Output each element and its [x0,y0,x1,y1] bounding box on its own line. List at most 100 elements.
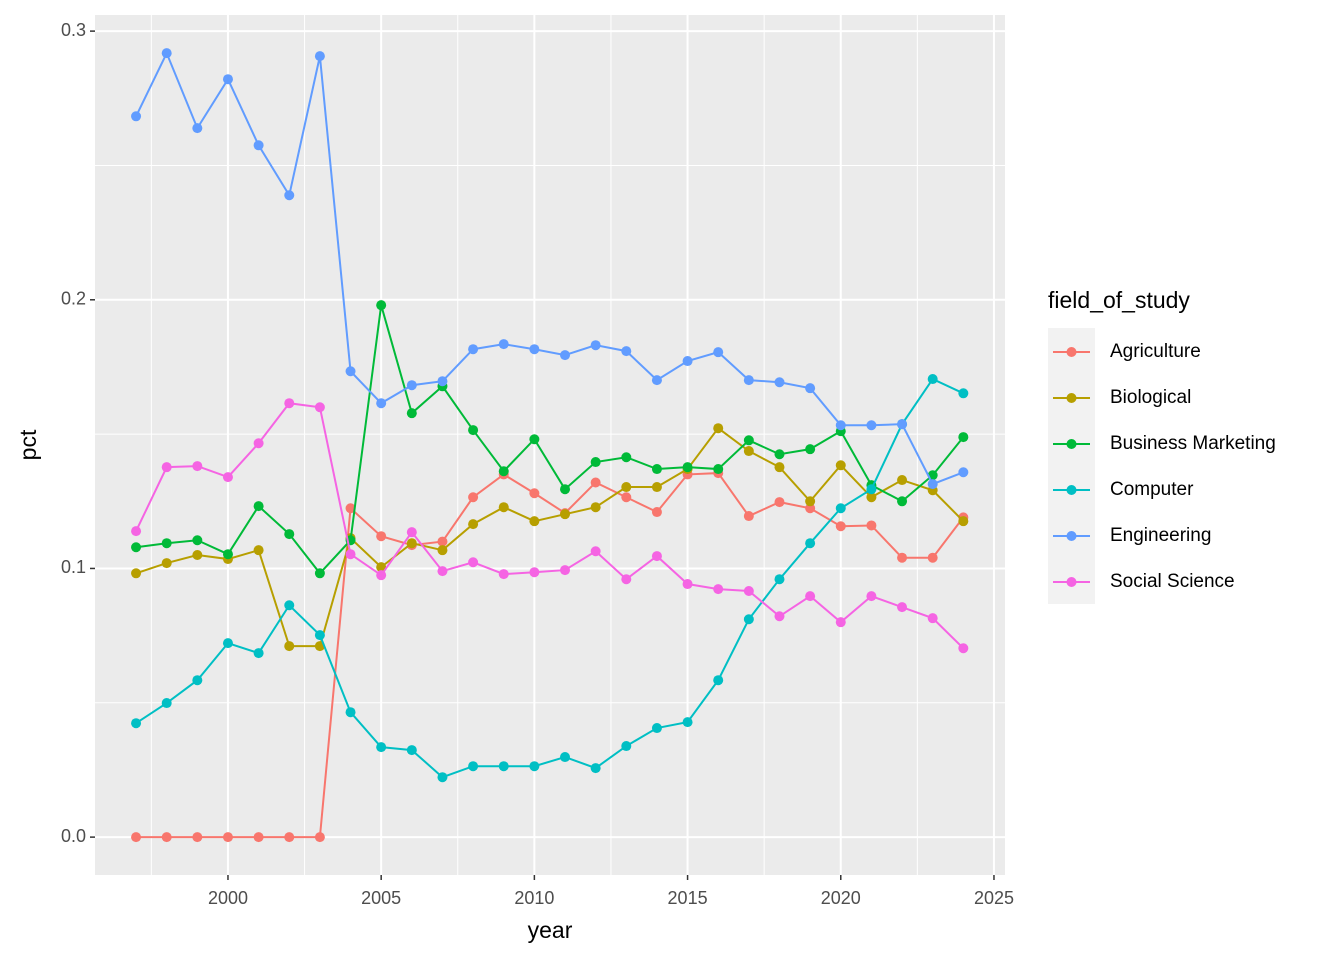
legend-key-box [1048,328,1095,604]
data-point [774,462,785,473]
data-point [161,698,172,709]
data-point [651,482,662,493]
data-point [406,538,417,549]
data-point [192,123,203,134]
data-point [682,579,693,590]
data-point [958,467,969,478]
data-point [284,529,295,540]
y-tick-label: 0.0 [61,826,86,846]
data-point [743,586,754,597]
data-point [406,380,417,391]
data-point [590,502,601,513]
x-tick-label: 2010 [514,888,554,908]
data-point [222,549,233,560]
data-point [468,344,479,355]
legend-title: field_of_study [1048,287,1190,313]
data-point [192,535,203,546]
data-point [897,419,908,430]
data-point [866,484,877,495]
data-point [284,190,295,201]
data-point [376,570,387,581]
data-point [958,432,969,443]
data-point [805,503,816,514]
y-axis-title: pct [15,429,41,460]
data-point [222,832,233,843]
data-point [253,648,264,659]
data-point [743,375,754,386]
y-tick-label: 0.2 [61,289,86,309]
data-point [835,420,846,431]
legend-key-point [1066,485,1077,495]
data-point [376,398,387,409]
data-point [743,435,754,446]
data-point [253,140,264,151]
x-tick-label: 2020 [821,888,861,908]
data-point [314,630,325,641]
data-point [866,591,877,602]
data-point [253,832,264,843]
data-point [774,574,785,585]
data-point [222,472,233,483]
data-point [222,74,233,85]
data-point [161,558,172,569]
data-point [529,516,540,527]
legend-key-point [1066,531,1077,541]
data-point [713,584,724,595]
data-point [866,420,877,431]
data-point [651,723,662,734]
data-point [498,466,509,477]
data-point [897,552,908,563]
data-point [651,375,662,386]
series-line [135,50,964,486]
data-point [437,536,448,547]
legend-label: Agriculture [1110,341,1201,362]
data-point [437,545,448,556]
data-point [927,552,938,563]
data-point [835,503,846,514]
series-line [135,377,964,779]
data-point [498,339,509,350]
data-point [345,366,356,377]
data-point [651,464,662,475]
data-point [621,492,632,503]
data-point [651,551,662,562]
data-point [161,48,172,59]
data-point [805,444,816,455]
data-point [958,388,969,399]
series-line [135,402,965,649]
data-point [651,507,662,518]
legend-label: Biological [1110,387,1191,408]
data-point [927,613,938,624]
data-point [376,742,387,753]
data-point [192,550,203,561]
data-point [805,383,816,394]
x-axis-title: year [528,917,573,943]
data-point [560,509,571,520]
data-point [774,497,785,508]
data-point [713,423,724,434]
data-point [560,565,571,576]
data-point [529,344,540,355]
data-point [835,521,846,532]
data-point [284,832,295,843]
data-point [345,707,356,718]
legend-label: Engineering [1110,525,1211,546]
series-line [135,304,965,575]
data-point [713,347,724,358]
data-point [560,752,571,763]
data-point [897,475,908,486]
data-point [284,641,295,652]
data-point [835,460,846,471]
data-point [805,538,816,549]
data-point [927,479,938,490]
data-point [621,346,632,357]
data-point [621,741,632,752]
legend-label: Business Marketing [1110,433,1276,454]
data-point [897,496,908,507]
data-point [590,763,601,774]
data-point [774,377,785,388]
data-point [468,425,479,436]
data-point [376,300,387,311]
data-point [682,717,693,728]
data-point [805,591,816,602]
